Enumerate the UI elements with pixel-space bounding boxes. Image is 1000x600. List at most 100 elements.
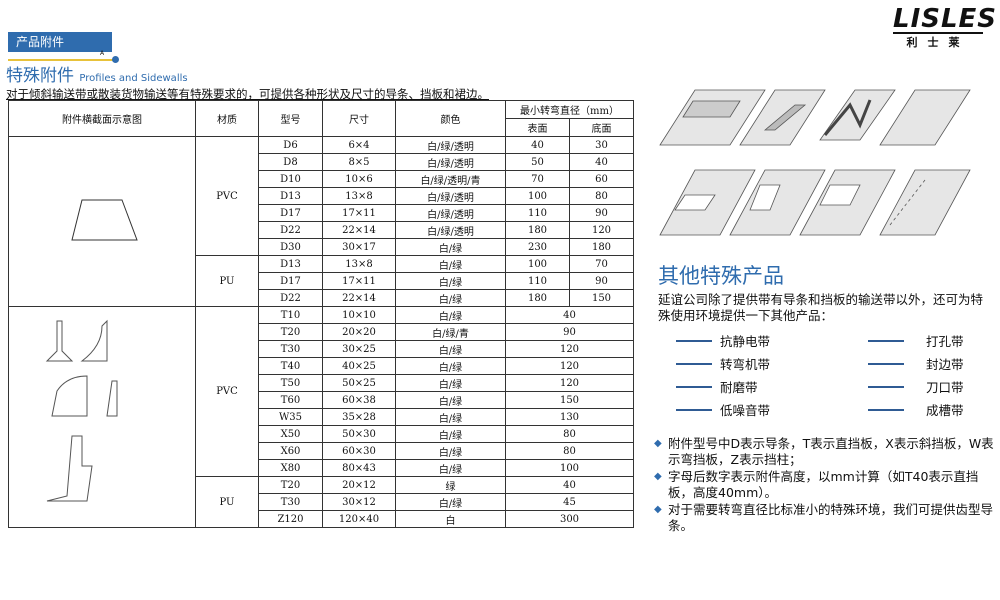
cell: 8×5: [322, 153, 396, 171]
table-row: X80 80×43 白/绿 100: [9, 459, 634, 477]
product-item: 封边带: [868, 354, 964, 373]
col-size: 尺寸: [322, 100, 396, 137]
product-label: 抗静电带: [720, 334, 771, 349]
cell: 110: [505, 272, 570, 290]
col-color: 颜色: [395, 100, 506, 137]
cell: 白/绿: [395, 408, 506, 426]
cell: 30×25: [322, 340, 396, 358]
cell: 白/绿/透明: [395, 187, 506, 205]
cell: X80: [258, 459, 323, 477]
cell: D22: [258, 221, 323, 239]
col-model: 型号: [258, 100, 323, 137]
cell: 白/绿: [395, 493, 506, 511]
col-bottom: 底面: [569, 118, 634, 137]
dash-line: [676, 385, 712, 388]
cell: 30×12: [322, 493, 396, 511]
cell: 白/绿: [395, 306, 506, 324]
cell: 50×30: [322, 425, 396, 443]
diagram-cell: [8, 136, 196, 307]
cell: 30: [569, 136, 634, 154]
dash-line: [676, 362, 712, 365]
dash-line: [868, 408, 904, 411]
cell: 80: [505, 442, 634, 460]
cell: 50: [505, 153, 570, 171]
cell: T20: [258, 476, 323, 494]
cell: 130: [505, 408, 634, 426]
cell: 10×10: [322, 306, 396, 324]
cell: T40: [258, 357, 323, 375]
col-material: 材质: [195, 100, 259, 137]
cell: 230: [505, 238, 570, 256]
cell: T50: [258, 374, 323, 392]
cell: T30: [258, 340, 323, 358]
dash-line: [676, 408, 712, 411]
title-cn: 特殊附件: [6, 66, 74, 86]
cell: 白/绿: [395, 442, 506, 460]
cell: 80×43: [322, 459, 396, 477]
other-products-desc: 延谊公司除了提供带有导条和挡板的输送带以外，还可为特殊使用环境提供一下其他产品：: [658, 292, 984, 323]
cell: 白/绿/透明: [395, 204, 506, 222]
cell: 100: [505, 255, 570, 273]
cell: 13×8: [322, 187, 396, 205]
product-label: 成槽带: [926, 403, 964, 418]
cell: X50: [258, 425, 323, 443]
material-cell: PU: [195, 476, 259, 528]
intro-text: 对于倾斜输送带或散装货物输送等有特殊要求的，可提供各种形状及尺寸的导条、挡板和裙…: [6, 87, 489, 101]
table-row: X60 60×30 白/绿 80: [9, 442, 634, 460]
notes-list: 附件型号中D表示导条，T表示直挡板，X表示斜挡板，W表示弯挡板，Z表示挡柱； 字…: [654, 436, 994, 535]
cell: 白/绿/透明/青: [395, 170, 506, 188]
cell: 120×40: [322, 510, 396, 528]
material-cell: PVC: [195, 136, 259, 256]
profile-diagram: [71, 199, 138, 241]
cell: 白/绿: [395, 238, 506, 256]
table-row: PU T20 20×12 绿 40: [9, 476, 634, 528]
cell: 白/绿/透明: [395, 221, 506, 239]
product-item: 低噪音带: [676, 400, 770, 419]
material-cell: PU: [195, 255, 259, 307]
cell: W35: [258, 408, 323, 426]
product-item: 打孔带: [868, 331, 964, 350]
product-item: 转弯机带: [676, 354, 770, 373]
cell: 白/绿: [395, 289, 506, 307]
cell: 20×12: [322, 476, 396, 494]
cell: T30: [258, 493, 323, 511]
tab-marker: A: [100, 50, 105, 57]
cell: 180: [505, 289, 570, 307]
product-label: 封边带: [926, 357, 964, 372]
table-row: PVC T10 10×10 白/绿 40: [8, 306, 634, 528]
title-en: Profiles and Sidewalls: [79, 73, 188, 84]
table-row: T60 60×38 白/绿 150: [9, 391, 634, 409]
product-label: 刀口带: [926, 380, 964, 395]
cell: D10: [258, 170, 323, 188]
cell: 6×4: [322, 136, 396, 154]
table-row: PVC D6 6×4 白/绿/透明 40 30: [8, 136, 634, 307]
cell: 100: [505, 187, 570, 205]
dash-line: [676, 339, 712, 342]
cell: 180: [505, 221, 570, 239]
note-item: 字母后数字表示附件高度，以mm计算（如T40表示直挡板，高度40mm）。: [654, 469, 994, 501]
logo: LISLES 利士莱: [893, 4, 998, 49]
cell: 90: [569, 204, 634, 222]
cell: 300: [505, 510, 634, 528]
table-row: T30 30×12 白/绿 45: [9, 493, 634, 511]
cell: D22: [258, 289, 323, 307]
cell: 白: [395, 510, 506, 528]
col-surface: 表面: [505, 118, 570, 137]
product-item: 耐磨带: [676, 377, 758, 396]
cell: 白/绿: [395, 374, 506, 392]
cell: 40: [569, 153, 634, 171]
table-row: D22 22×14 白/绿 180 150: [9, 289, 634, 307]
cell: 120: [505, 374, 634, 392]
cell: 120: [505, 357, 634, 375]
cell: 白/绿: [395, 340, 506, 358]
cell: 120: [569, 221, 634, 239]
cell: 白/绿: [395, 425, 506, 443]
cell: 80: [569, 187, 634, 205]
product-label: 耐磨带: [720, 380, 758, 395]
cell: 180: [569, 238, 634, 256]
cell: 白/绿: [395, 459, 506, 477]
cell: D30: [258, 238, 323, 256]
cell: 35×28: [322, 408, 396, 426]
sidewall-diagram: [45, 319, 118, 501]
cell: 白/绿: [395, 272, 506, 290]
